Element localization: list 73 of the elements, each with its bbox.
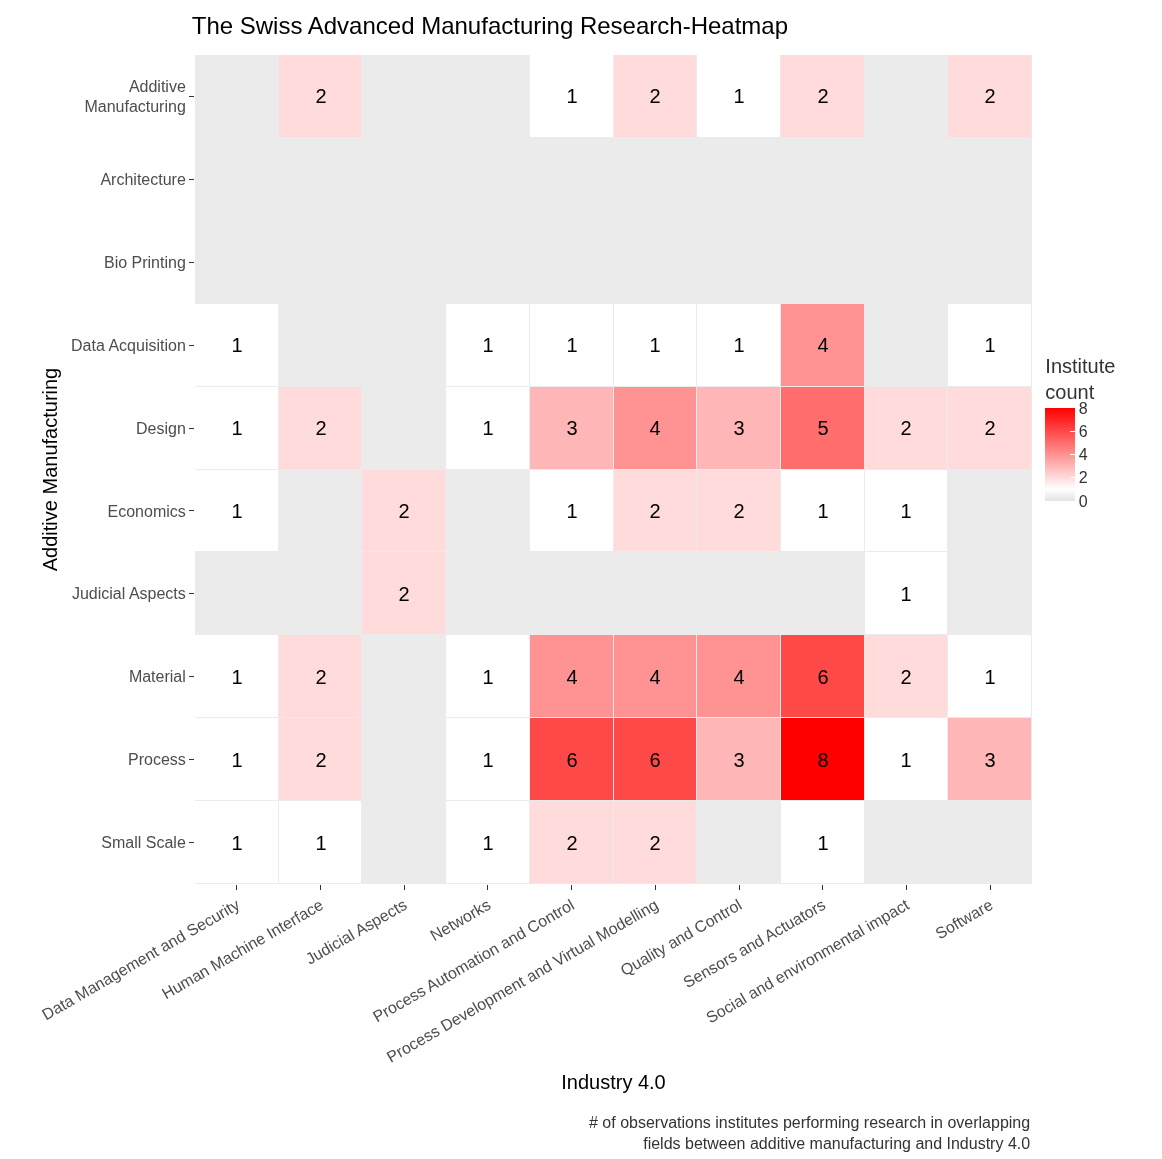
data-label: 4 (566, 666, 578, 688)
data-label: 1 (231, 334, 243, 356)
data-label: 4 (817, 334, 829, 356)
data-label: 1 (231, 417, 243, 439)
data-label: 1 (566, 500, 578, 522)
y-tick-label: Small Scale (101, 834, 186, 852)
color-bar-label: 2 (1078, 469, 1088, 487)
y-tick-label: Additive Manufacturing (84, 77, 186, 116)
data-label: 1 (733, 334, 745, 356)
data-label: 2 (315, 666, 327, 688)
color-bar-label: 6 (1078, 422, 1088, 440)
data-label: 1 (566, 85, 578, 107)
y-tick-label: Process (128, 751, 186, 769)
data-label: 2 (649, 85, 661, 107)
data-label: 1 (231, 749, 243, 771)
y-tick-label: Bio Printing (103, 253, 186, 271)
y-tick-label: Architecture (100, 170, 186, 188)
data-label: 2 (398, 500, 410, 522)
data-label: 1 (315, 832, 327, 854)
data-label: 1 (984, 666, 996, 688)
data-label: 6 (649, 749, 661, 771)
y-tick-label: Judicial Aspects (71, 585, 186, 603)
data-label: 1 (482, 334, 494, 356)
data-label: 1 (733, 85, 745, 107)
data-label: 5 (817, 417, 829, 439)
data-label: 1 (482, 749, 494, 771)
data-label: 2 (566, 832, 578, 854)
data-label: 4 (649, 417, 661, 439)
y-tick-label: Material (128, 668, 186, 686)
text: # of observations institutes performing research in overlapping fields between additive manufacturing and Industry 4.0 (589, 1114, 1031, 1152)
data-label: 1 (231, 500, 243, 522)
data-label: 3 (733, 417, 745, 439)
data-label: 3 (984, 749, 996, 771)
data-label: 4 (733, 666, 745, 688)
data-label: 2 (315, 749, 327, 771)
data-label: 2 (398, 583, 410, 605)
y-tick-label: Economics (107, 502, 186, 520)
chart-title: The Swiss Advanced Manufacturing Research-Heatmap (191, 12, 789, 40)
data-label: 1 (231, 666, 243, 688)
data-label: 1 (900, 500, 912, 522)
data-label: 2 (315, 417, 327, 439)
data-label: 4 (649, 666, 661, 688)
y-tick-label: Design (135, 419, 186, 437)
data-label: 6 (817, 666, 829, 688)
y-tick-label: Data Acquisition (71, 336, 186, 354)
data-label: 2 (649, 832, 661, 854)
data-label: 1 (984, 334, 996, 356)
data-label: 1 (649, 334, 661, 356)
data-label: 1 (900, 583, 912, 605)
data-label: 2 (900, 417, 912, 439)
color-bar-label: 8 (1078, 399, 1088, 417)
data-label: 2 (817, 85, 829, 107)
x-axis-title: Industry 4.0 (561, 1071, 666, 1094)
data-label: 2 (315, 85, 327, 107)
color-bar-label: 0 (1078, 492, 1088, 510)
data-label: 1 (900, 749, 912, 771)
data-label: 3 (566, 417, 578, 439)
data-label: 2 (984, 85, 996, 107)
data-label: 2 (900, 666, 912, 688)
color-bar-label: 4 (1078, 446, 1088, 464)
data-label: 3 (733, 749, 745, 771)
data-label: 1 (817, 500, 829, 522)
data-label: 2 (984, 417, 996, 439)
data-label: 1 (817, 832, 829, 854)
data-label: 1 (566, 334, 578, 356)
data-label: 8 (817, 749, 829, 771)
data-label: 2 (649, 500, 661, 522)
data-label: 1 (482, 417, 494, 439)
data-label: 1 (482, 832, 494, 854)
data-label: 1 (482, 666, 494, 688)
data-label: 1 (231, 832, 243, 854)
data-label: 6 (566, 749, 578, 771)
data-label: 2 (733, 500, 745, 522)
